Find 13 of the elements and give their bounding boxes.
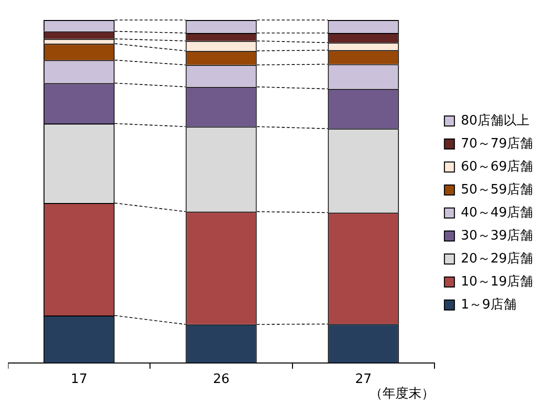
x-tick-label: 26 <box>212 372 230 387</box>
legend-label: 40～49店舗 <box>460 204 534 220</box>
x-axis-title: （年度末） <box>369 386 434 402</box>
legend-label: 70～79店舗 <box>460 135 534 152</box>
legend-label: 50～59店舗 <box>460 181 534 198</box>
legend-label: 30～39店舗 <box>460 227 534 244</box>
legend-label: 10～19店舗 <box>460 273 534 290</box>
legend-label: 1～9店舗 <box>460 296 516 312</box>
legend-label: 80店舗以上 <box>460 112 530 128</box>
legend-label: 60～69店舗 <box>460 158 534 174</box>
legend-label: 20～29店舗 <box>460 250 534 266</box>
x-tick-label: 17 <box>70 372 88 387</box>
x-tick-label: 27 <box>355 372 372 387</box>
